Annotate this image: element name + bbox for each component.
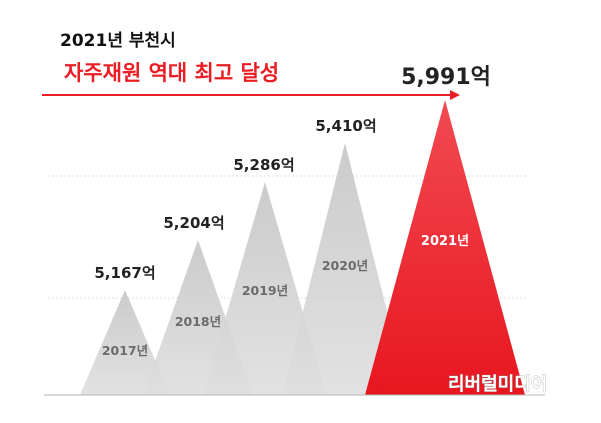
chart-header-subtitle: 자주재원 역대 최고 달성: [64, 61, 279, 85]
peak-5: [365, 100, 525, 395]
value-label: 5,410억: [315, 117, 376, 135]
peak-1: [80, 290, 170, 395]
value-label: 5,286억: [233, 156, 294, 174]
year-label: 2019년: [242, 283, 288, 298]
year-label: 2017년: [102, 343, 148, 358]
watermark: 리버럴미디어: [448, 373, 547, 395]
arrow-head-icon: [450, 90, 460, 100]
year-label: 2020년: [322, 258, 368, 273]
peaks-group: [80, 100, 525, 395]
value-label: 5,167억: [94, 264, 155, 282]
year-label: 2018년: [175, 314, 221, 329]
labels-group: 2017년 5,167억 2018년 5,204억 2019년 5,286억 2020년 5,…: [94, 65, 491, 358]
value-label: 5,204억: [163, 214, 224, 232]
peak-4: [282, 143, 408, 395]
year-label: 2021년: [421, 234, 469, 249]
chart-header-title: 2021년 부천시: [60, 31, 176, 51]
value-label: 5,991억: [401, 65, 491, 90]
